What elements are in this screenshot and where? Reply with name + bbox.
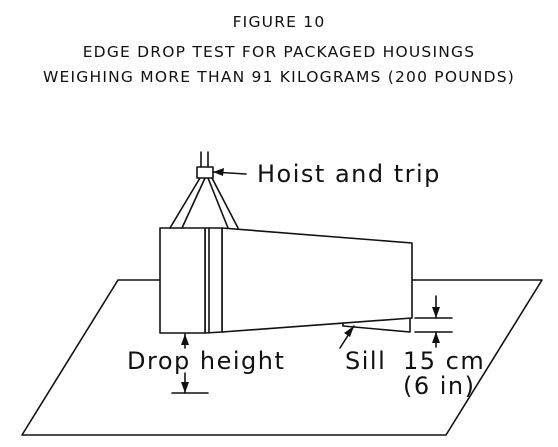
hoist-trip-hook — [196, 166, 214, 179]
sill-height-arrowhead-up — [432, 332, 440, 343]
package-body — [221, 227, 413, 333]
sill-leader-arrowhead — [344, 326, 354, 337]
sill-height-arrowhead-down — [432, 307, 440, 318]
hoist-label: Hoist and trip — [257, 160, 441, 188]
sling-rope-right-inner — [211, 177, 239, 229]
sill-label: Sill — [345, 347, 386, 375]
figure-number: FIGURE 10 — [233, 13, 326, 31]
sling-rope-left-inner — [181, 177, 206, 229]
drop-height-label: Drop height — [127, 347, 285, 375]
drop-height-arrowhead-down — [181, 382, 189, 393]
sill-height-metric-label: 15 cm — [403, 347, 485, 375]
figure-title-line-1: EDGE DROP TEST FOR PACKAGED HOUSINGS — [83, 43, 476, 61]
sling-rope-left — [169, 177, 201, 229]
figure-title-line-2: WEIGHING MORE THAN 91 KILOGRAMS (200 POU… — [43, 68, 515, 86]
package-front-side — [204, 227, 223, 334]
sling-rope-right — [207, 177, 229, 229]
hoist-leader-arrowhead — [213, 168, 224, 176]
sill-height-imperial-label: (6 in) — [403, 372, 476, 400]
drop-height-arrowhead-up — [181, 334, 189, 345]
package-front-face — [159, 227, 206, 334]
